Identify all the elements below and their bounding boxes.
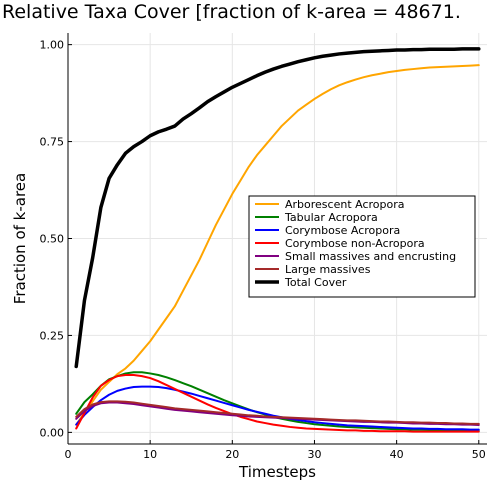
legend-label: Arborescent Acropora	[285, 198, 405, 211]
x-tick-label: 10	[143, 448, 157, 461]
x-tick-label: 0	[65, 448, 72, 461]
x-tick-label: 40	[390, 448, 404, 461]
series-lines	[74, 47, 481, 433]
legend-label: Large massives	[285, 263, 371, 276]
y-tick-label: 0.50	[40, 233, 65, 246]
legend-label: Small massives and encrusting	[285, 250, 456, 263]
grid	[67, 33, 487, 444]
legend-label: Corymbose Acropora	[285, 224, 400, 237]
y-tick-label: 0.25	[40, 329, 65, 342]
y-tick-label: 1.00	[40, 39, 65, 52]
tick-labels: 0 10 20 30 40 50 0.00 0.25 0.50 0.75 1.00	[40, 39, 486, 461]
legend-label: Tabular Acropora	[284, 211, 378, 224]
series-line	[75, 373, 480, 433]
y-axis-label: Fraction of k-area	[11, 173, 29, 304]
series-line	[74, 47, 481, 369]
y-tick-label: 0.75	[40, 136, 65, 149]
y-tick-label: 0.00	[40, 426, 65, 439]
x-tick-label: 20	[225, 448, 239, 461]
series-line	[75, 400, 480, 425]
axes	[67, 33, 487, 445]
legend-label: Corymbose non-Acropora	[285, 237, 425, 250]
legend-label: Total Cover	[284, 276, 347, 289]
x-axis-label: Timesteps	[238, 463, 316, 481]
chart-title: Relative Taxa Cover [fraction of k-area …	[2, 1, 461, 23]
series-line	[75, 64, 480, 426]
legend-box	[248, 195, 476, 298]
x-tick-label: 30	[307, 448, 321, 461]
x-tick-label: 50	[472, 448, 486, 461]
